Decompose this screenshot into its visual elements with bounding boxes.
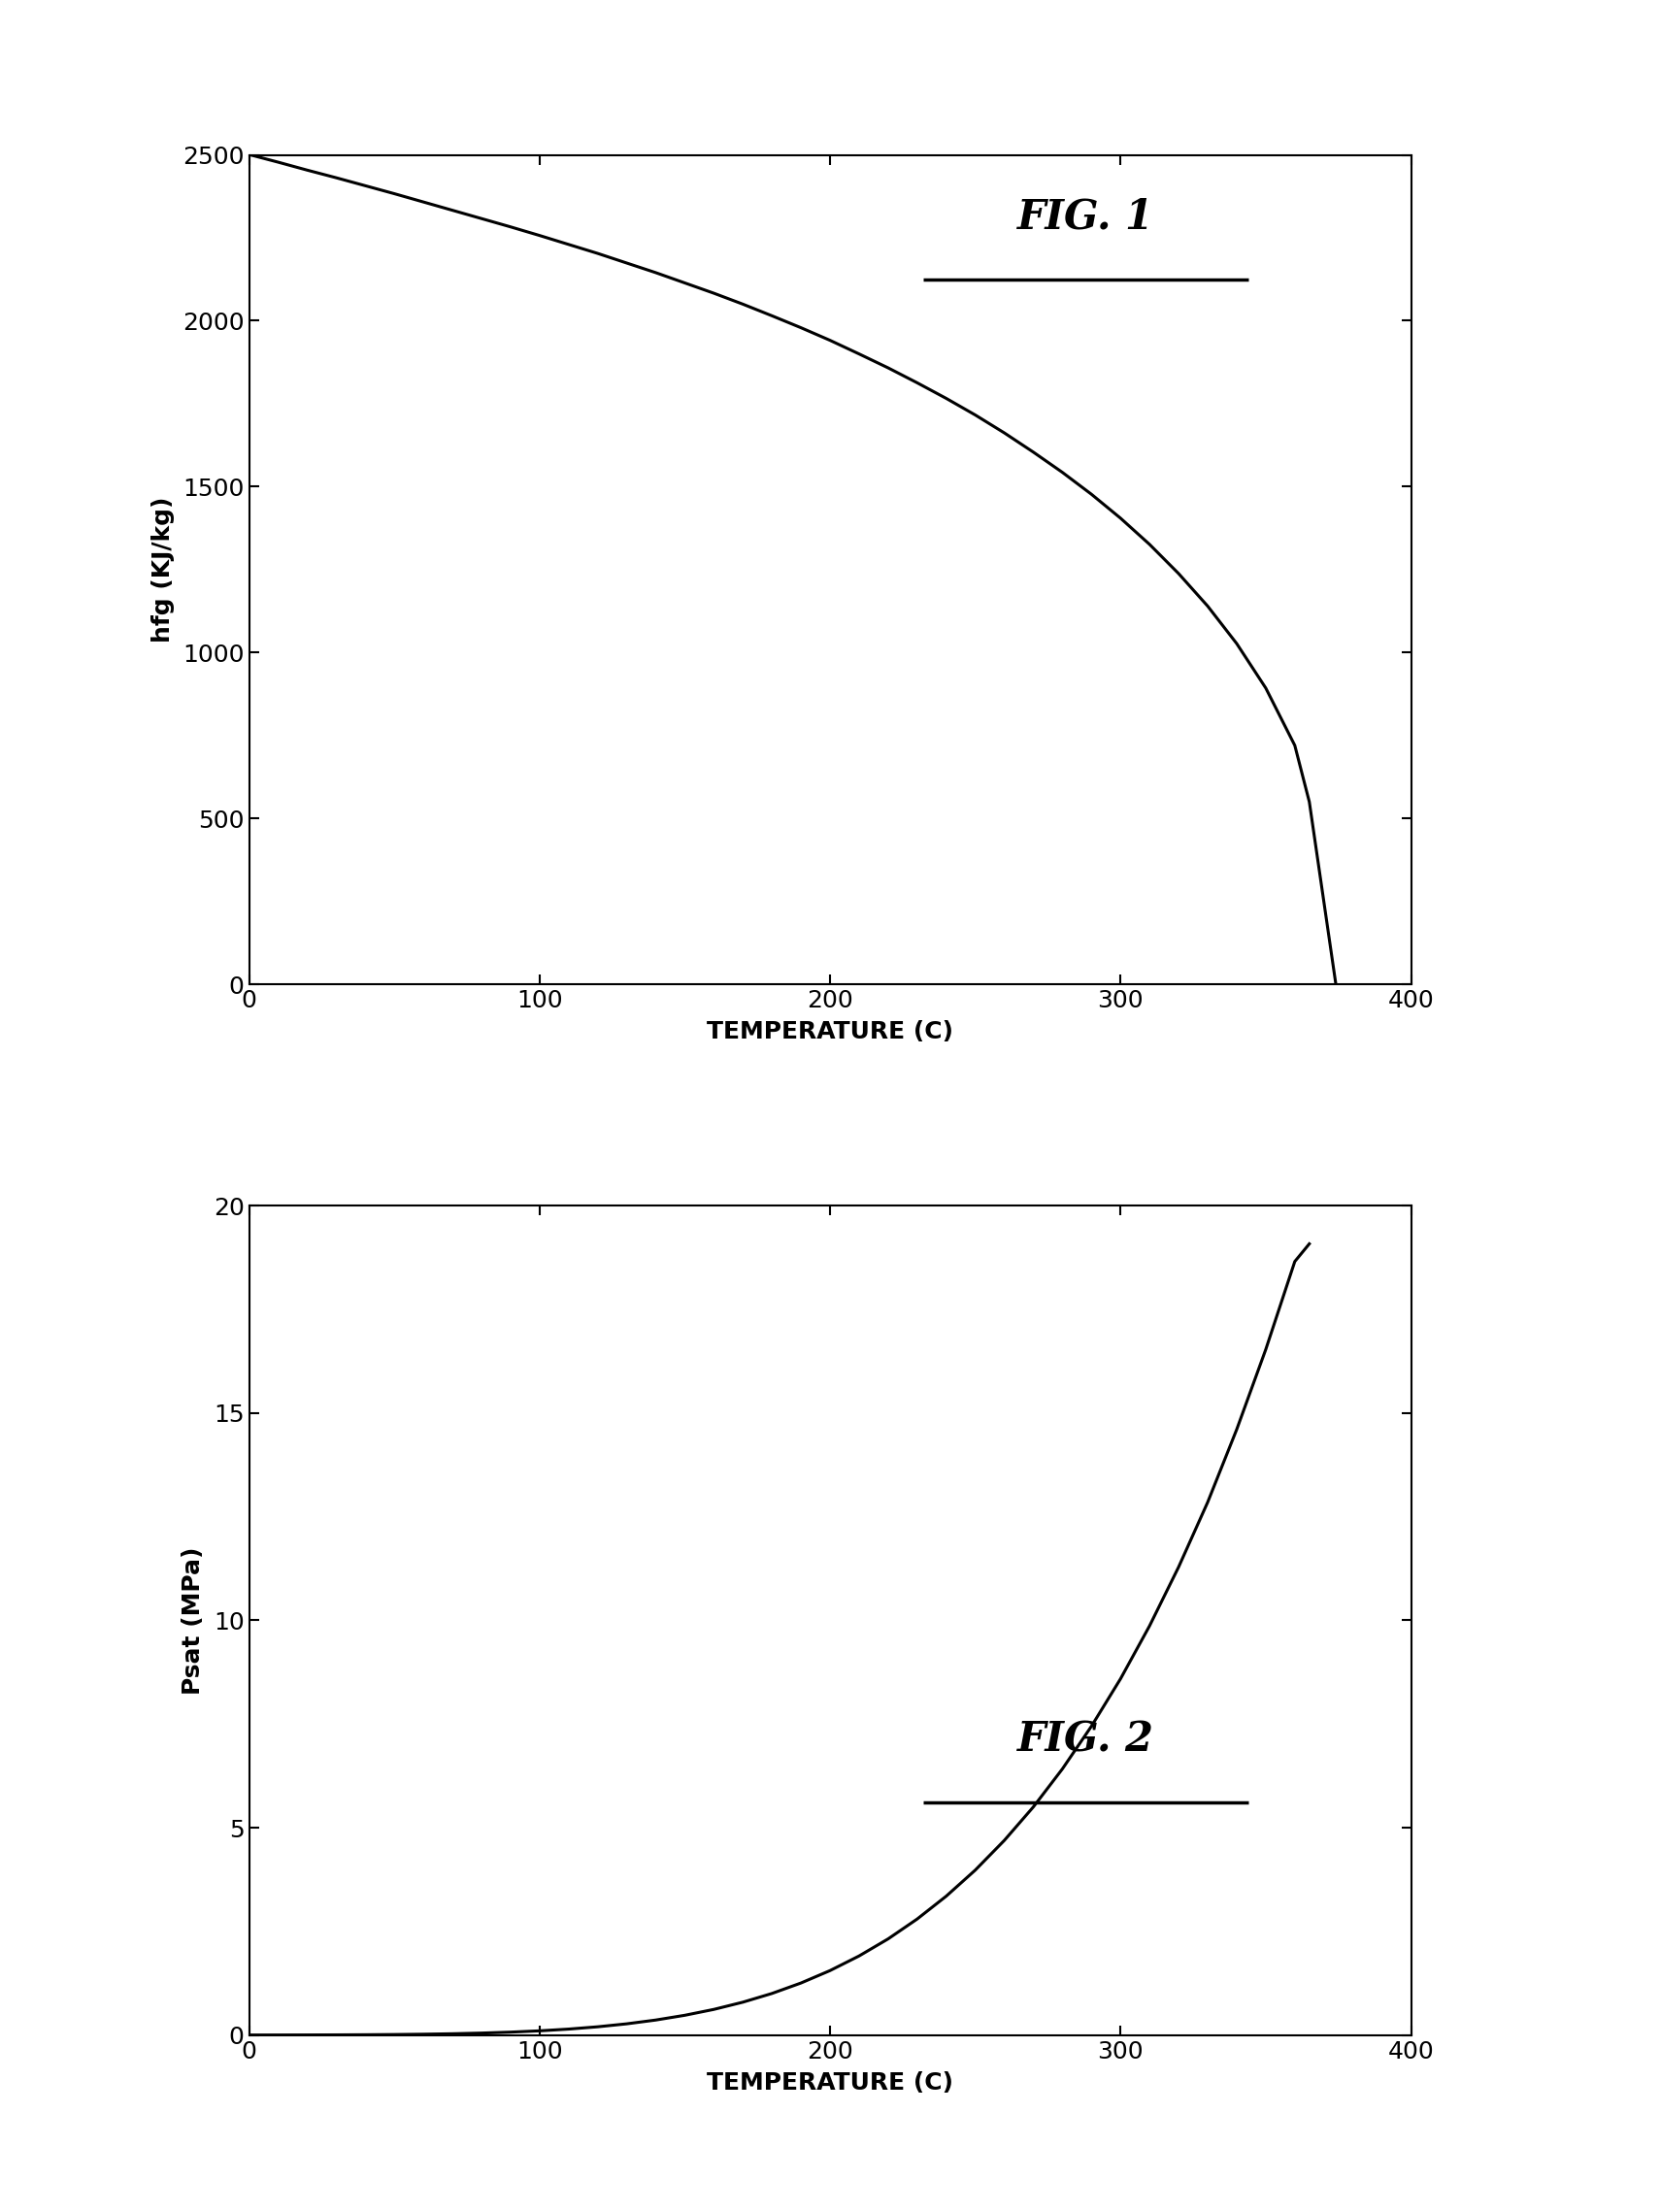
X-axis label: TEMPERATURE (C): TEMPERATURE (C): [707, 2070, 953, 2095]
Y-axis label: hfg (KJ/kg): hfg (KJ/kg): [151, 498, 174, 641]
Text: FIG. 1: FIG. 1: [1018, 197, 1154, 237]
Y-axis label: Psat (MPa): Psat (MPa): [183, 1546, 206, 1694]
X-axis label: TEMPERATURE (C): TEMPERATURE (C): [707, 1020, 953, 1044]
Text: FIG. 2: FIG. 2: [1018, 1721, 1154, 1761]
